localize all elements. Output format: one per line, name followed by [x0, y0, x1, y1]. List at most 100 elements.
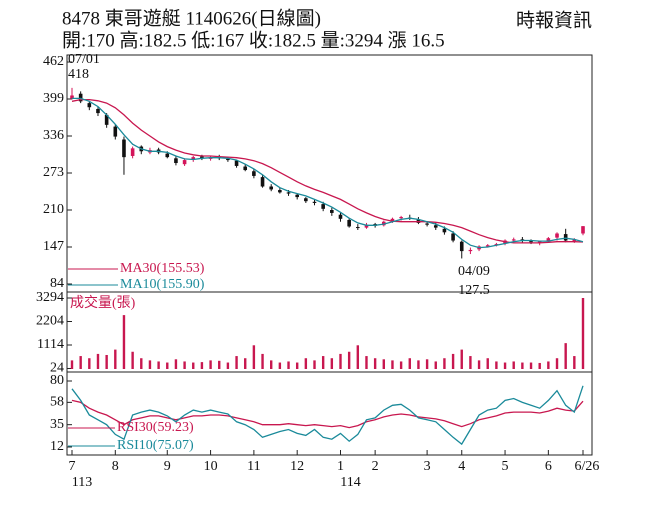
candle-body — [338, 214, 343, 219]
volume-bar — [183, 361, 186, 369]
volume-bar — [495, 361, 498, 369]
volume-bar — [538, 362, 541, 369]
y-tick-label: 273 — [43, 165, 64, 180]
chart-subtitle: 開:170 高:182.5 低:167 收:182.5 量:3294 漲 16.… — [62, 29, 445, 51]
x-tick-label: 10 — [204, 459, 218, 474]
volume-bar — [425, 359, 429, 369]
volume-bar — [547, 361, 550, 369]
volume-bar — [408, 358, 411, 369]
candle-body — [433, 225, 438, 228]
y-tick-label: 1114 — [37, 337, 64, 352]
volume-bar — [88, 358, 91, 369]
candle-body — [529, 241, 533, 243]
volume-title: 成交量(張) — [70, 294, 136, 311]
y-tick-label: 462 — [43, 54, 64, 69]
volume-bar — [70, 360, 74, 369]
volume-bar — [356, 345, 360, 369]
volume-bar — [226, 362, 230, 369]
volume-bar — [192, 362, 195, 369]
volume-bar — [460, 349, 463, 369]
candle-body — [563, 234, 568, 241]
x-tick-label: 8 — [112, 459, 119, 474]
volume-bar — [521, 362, 524, 369]
y-tick-label: 3294 — [36, 290, 64, 305]
candle-body — [321, 204, 325, 209]
year-label: 114 — [340, 475, 360, 490]
x-tick-label: 7 — [69, 459, 76, 474]
candle-body — [356, 227, 360, 229]
candle-body — [174, 158, 178, 164]
annotation-label: 07/01 — [68, 52, 100, 67]
source: 時報資訊 — [516, 9, 592, 31]
legend-label: MA10(155.90) — [120, 277, 205, 292]
series-line — [71, 399, 584, 429]
y-tick-label: 12 — [50, 439, 64, 454]
volume-bar — [391, 360, 394, 369]
candle-body — [286, 192, 291, 194]
volume-bar — [581, 298, 585, 369]
annotation-label: 04/09 — [458, 264, 490, 279]
annotation-value: 418 — [68, 67, 89, 82]
x-tick-label: 11 — [247, 459, 260, 474]
x-tick-label: 3 — [424, 459, 431, 474]
candle-body — [234, 160, 239, 166]
candle-body — [200, 156, 204, 159]
volume-bar — [174, 359, 178, 369]
volume-bar — [347, 351, 351, 369]
candle-body — [581, 226, 585, 234]
candle-body — [87, 103, 92, 108]
candle-body — [390, 218, 395, 222]
volume-bar — [339, 353, 342, 369]
x-tick-label: 6 — [545, 459, 552, 474]
candle-body — [295, 194, 299, 198]
candle-body — [425, 223, 429, 225]
candle-body — [485, 245, 490, 247]
volume-bar — [166, 362, 169, 369]
candle-body — [511, 239, 516, 241]
volume-bar — [131, 351, 134, 369]
volume-bar — [469, 356, 472, 369]
volume-bar — [244, 358, 247, 369]
volume-bar — [200, 362, 204, 369]
candle-body — [260, 177, 265, 187]
volume-bar — [417, 360, 420, 369]
candle-body — [252, 171, 256, 176]
candle-body — [96, 108, 100, 114]
y-tick-label: 147 — [43, 239, 64, 254]
volume-bar — [218, 360, 221, 369]
candle-body — [182, 160, 187, 165]
candle-body — [537, 241, 542, 243]
candle-body — [70, 95, 74, 99]
candle-body — [130, 148, 135, 156]
volume-bar — [209, 360, 212, 369]
y-tick-label: 210 — [43, 202, 64, 217]
y-tick-label: 24 — [50, 361, 64, 376]
x-tick-label: 4 — [458, 459, 465, 474]
x-tick-label: 6/26 — [575, 459, 600, 474]
candle-body — [278, 190, 282, 193]
y-tick-label: 399 — [43, 91, 64, 106]
y-tick-label: 336 — [43, 128, 64, 143]
candle-body — [347, 219, 351, 227]
volume-bar — [114, 349, 117, 369]
candle-body — [399, 217, 403, 219]
x-tick-label: 5 — [502, 459, 509, 474]
y-tick-label: 80 — [50, 373, 64, 388]
volume-bar — [261, 353, 264, 369]
x-tick-label: 12 — [290, 459, 304, 474]
volume-bar — [157, 361, 160, 369]
volume-bar — [451, 353, 455, 369]
legend-label: MA30(155.53) — [120, 261, 205, 276]
series-line — [71, 98, 584, 244]
candle-body — [113, 126, 118, 137]
candle-body — [459, 241, 464, 252]
volume-bar — [434, 361, 437, 369]
volume-bar — [252, 345, 256, 369]
volume-bar — [235, 356, 238, 369]
candle-body — [572, 239, 577, 242]
x-tick-label: 2 — [372, 459, 379, 474]
volume-bar — [313, 360, 316, 369]
volume-bar — [382, 359, 385, 369]
y-tick-label: 35 — [50, 417, 64, 432]
